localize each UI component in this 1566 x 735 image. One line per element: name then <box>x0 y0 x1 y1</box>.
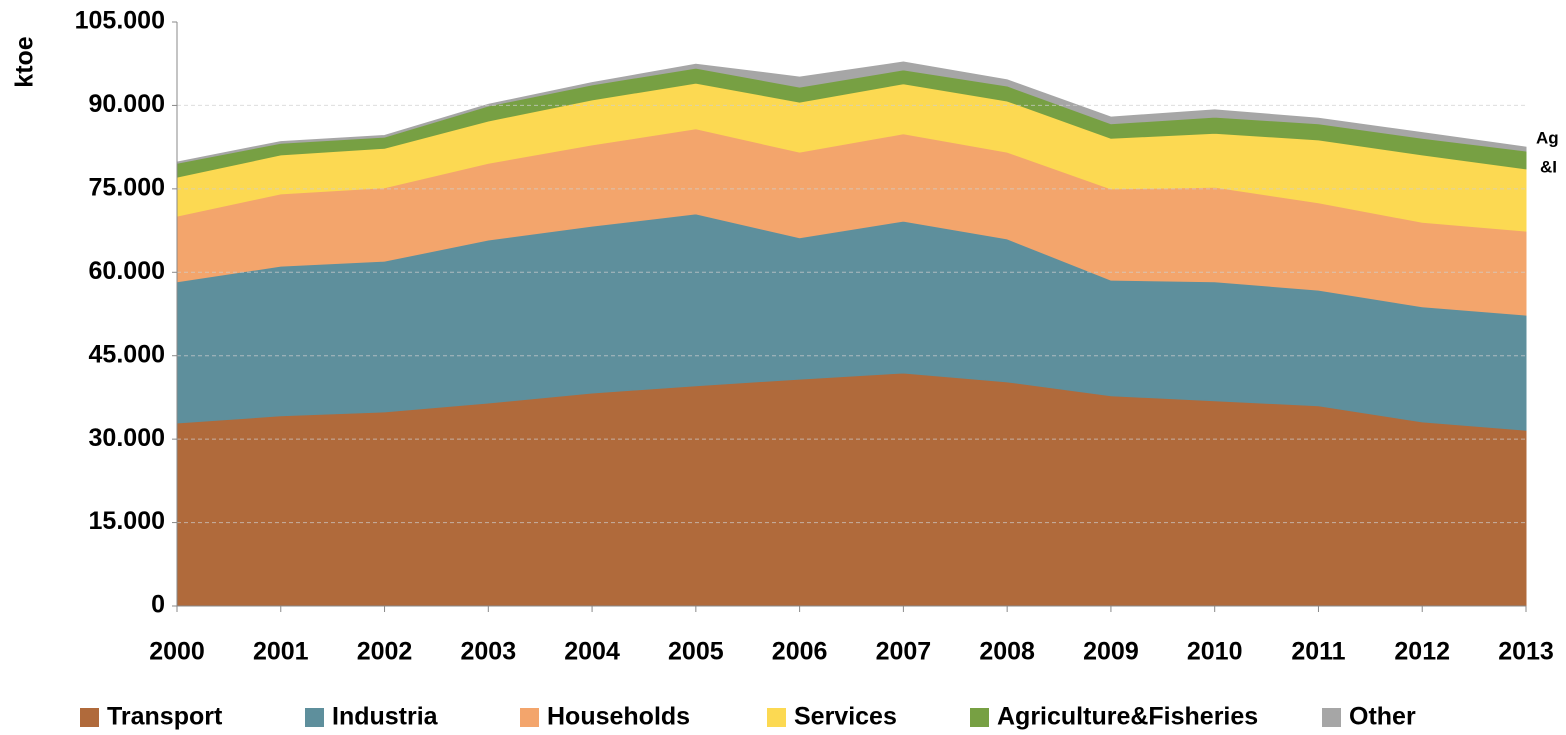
x-tick-label: 2011 <box>1291 638 1345 666</box>
x-tick-label: 2001 <box>253 638 309 666</box>
legend-label: Transport <box>107 703 223 731</box>
area <box>176 61 1527 164</box>
x-tick-label: 2013 <box>1498 638 1554 666</box>
x-tick-label: 2009 <box>1083 638 1139 666</box>
x-tick-label: 2003 <box>460 638 516 666</box>
x-tick-label: 2006 <box>772 638 828 666</box>
y-tick-label: 45.000 <box>89 340 165 368</box>
y-tick-label: 15.000 <box>89 507 165 535</box>
legend-swatch <box>305 708 324 727</box>
legend-swatch <box>970 708 989 727</box>
x-tick-label: 2000 <box>149 638 205 666</box>
legend-swatch <box>1322 708 1341 727</box>
x-tick-label: 2010 <box>1187 638 1243 666</box>
annotation: Ag <box>1536 128 1559 147</box>
x-tick-label: 2007 <box>876 638 932 666</box>
x-tick-label: 2012 <box>1394 638 1450 666</box>
legend-label: Households <box>547 703 690 731</box>
legend-label: Other <box>1349 703 1416 731</box>
legend-swatch <box>80 708 99 727</box>
y-tick-label: 90.000 <box>89 90 165 118</box>
legend-label: Services <box>794 703 897 731</box>
legend-swatch <box>520 708 539 727</box>
y-tick-label: 0 <box>151 591 165 619</box>
annotation: &I <box>1540 157 1557 176</box>
y-tick-label: 60.000 <box>89 257 165 285</box>
y-axis-label: ktoe <box>11 36 39 88</box>
x-tick-label: 2004 <box>564 638 620 666</box>
y-tick-label: 30.000 <box>89 424 165 452</box>
legend-label: Industria <box>332 703 439 731</box>
legend-swatch <box>767 708 786 727</box>
y-tick-label: 75.000 <box>89 173 165 201</box>
x-tick-label: 2002 <box>357 638 413 666</box>
y-tick-label: 105.000 <box>75 7 165 35</box>
x-tick-label: 2008 <box>979 638 1035 666</box>
x-tick-label: 2005 <box>668 638 724 666</box>
legend-label: Agriculture&Fisheries <box>997 703 1258 731</box>
